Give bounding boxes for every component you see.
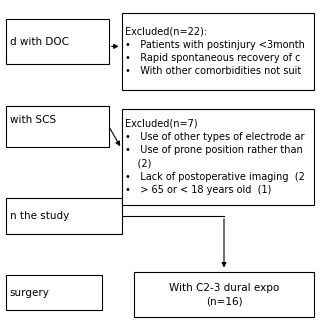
Text: With C2-3 dural expo
(n=16): With C2-3 dural expo (n=16) <box>169 283 279 306</box>
Text: surgery: surgery <box>10 288 50 298</box>
FancyBboxPatch shape <box>122 109 314 205</box>
Text: Excluded(n=22):
•   Patients with postinjury <3month
•   Rapid spontaneous recov: Excluded(n=22): • Patients with postinju… <box>125 26 305 76</box>
Text: with SCS: with SCS <box>10 115 56 138</box>
FancyBboxPatch shape <box>6 198 122 234</box>
FancyBboxPatch shape <box>6 275 102 310</box>
Text: n the study: n the study <box>10 211 69 221</box>
FancyBboxPatch shape <box>6 19 109 64</box>
FancyBboxPatch shape <box>6 106 109 147</box>
Text: d with DOC: d with DOC <box>10 36 68 47</box>
FancyBboxPatch shape <box>134 272 314 317</box>
FancyBboxPatch shape <box>122 13 314 90</box>
Text: Excluded(n=7)
•   Use of other types of electrode ar
•   Use of prone position r: Excluded(n=7) • Use of other types of el… <box>125 119 305 195</box>
